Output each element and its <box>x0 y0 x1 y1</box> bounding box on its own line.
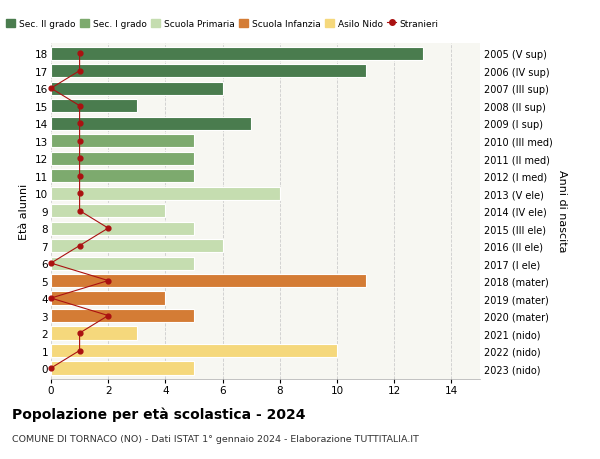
Y-axis label: Età alunni: Età alunni <box>19 183 29 239</box>
Point <box>75 190 85 197</box>
Bar <box>51 274 365 287</box>
Bar <box>51 83 223 95</box>
Bar <box>51 152 194 165</box>
Bar <box>51 100 137 113</box>
Point <box>46 260 56 267</box>
Bar <box>51 240 223 252</box>
Point <box>75 330 85 337</box>
Point <box>75 347 85 354</box>
Point <box>103 277 113 285</box>
Y-axis label: Anni di nascita: Anni di nascita <box>557 170 567 252</box>
Point <box>75 120 85 128</box>
Bar <box>51 48 423 61</box>
Bar <box>51 362 194 375</box>
Bar <box>51 135 194 148</box>
Point <box>46 85 56 93</box>
Point <box>75 138 85 145</box>
Bar <box>51 65 365 78</box>
Bar <box>51 187 280 200</box>
Bar <box>51 257 194 270</box>
Text: Popolazione per età scolastica - 2024: Popolazione per età scolastica - 2024 <box>12 406 305 421</box>
Point <box>75 103 85 110</box>
Point <box>75 173 85 180</box>
Point <box>75 242 85 250</box>
Text: COMUNE DI TORNACO (NO) - Dati ISTAT 1° gennaio 2024 - Elaborazione TUTTITALIA.IT: COMUNE DI TORNACO (NO) - Dati ISTAT 1° g… <box>12 434 419 443</box>
Point <box>46 364 56 372</box>
Point <box>75 207 85 215</box>
Point <box>46 295 56 302</box>
Point <box>75 155 85 162</box>
Bar <box>51 205 166 218</box>
Bar <box>51 170 194 183</box>
Point <box>75 50 85 58</box>
Legend: Sec. II grado, Sec. I grado, Scuola Primaria, Scuola Infanzia, Asilo Nido, Stran: Sec. II grado, Sec. I grado, Scuola Prim… <box>3 16 442 33</box>
Point <box>103 312 113 319</box>
Bar <box>51 344 337 357</box>
Bar <box>51 309 194 322</box>
Bar <box>51 118 251 130</box>
Bar <box>51 292 166 305</box>
Point <box>103 225 113 232</box>
Point <box>75 68 85 75</box>
Bar <box>51 222 194 235</box>
Bar <box>51 327 137 340</box>
